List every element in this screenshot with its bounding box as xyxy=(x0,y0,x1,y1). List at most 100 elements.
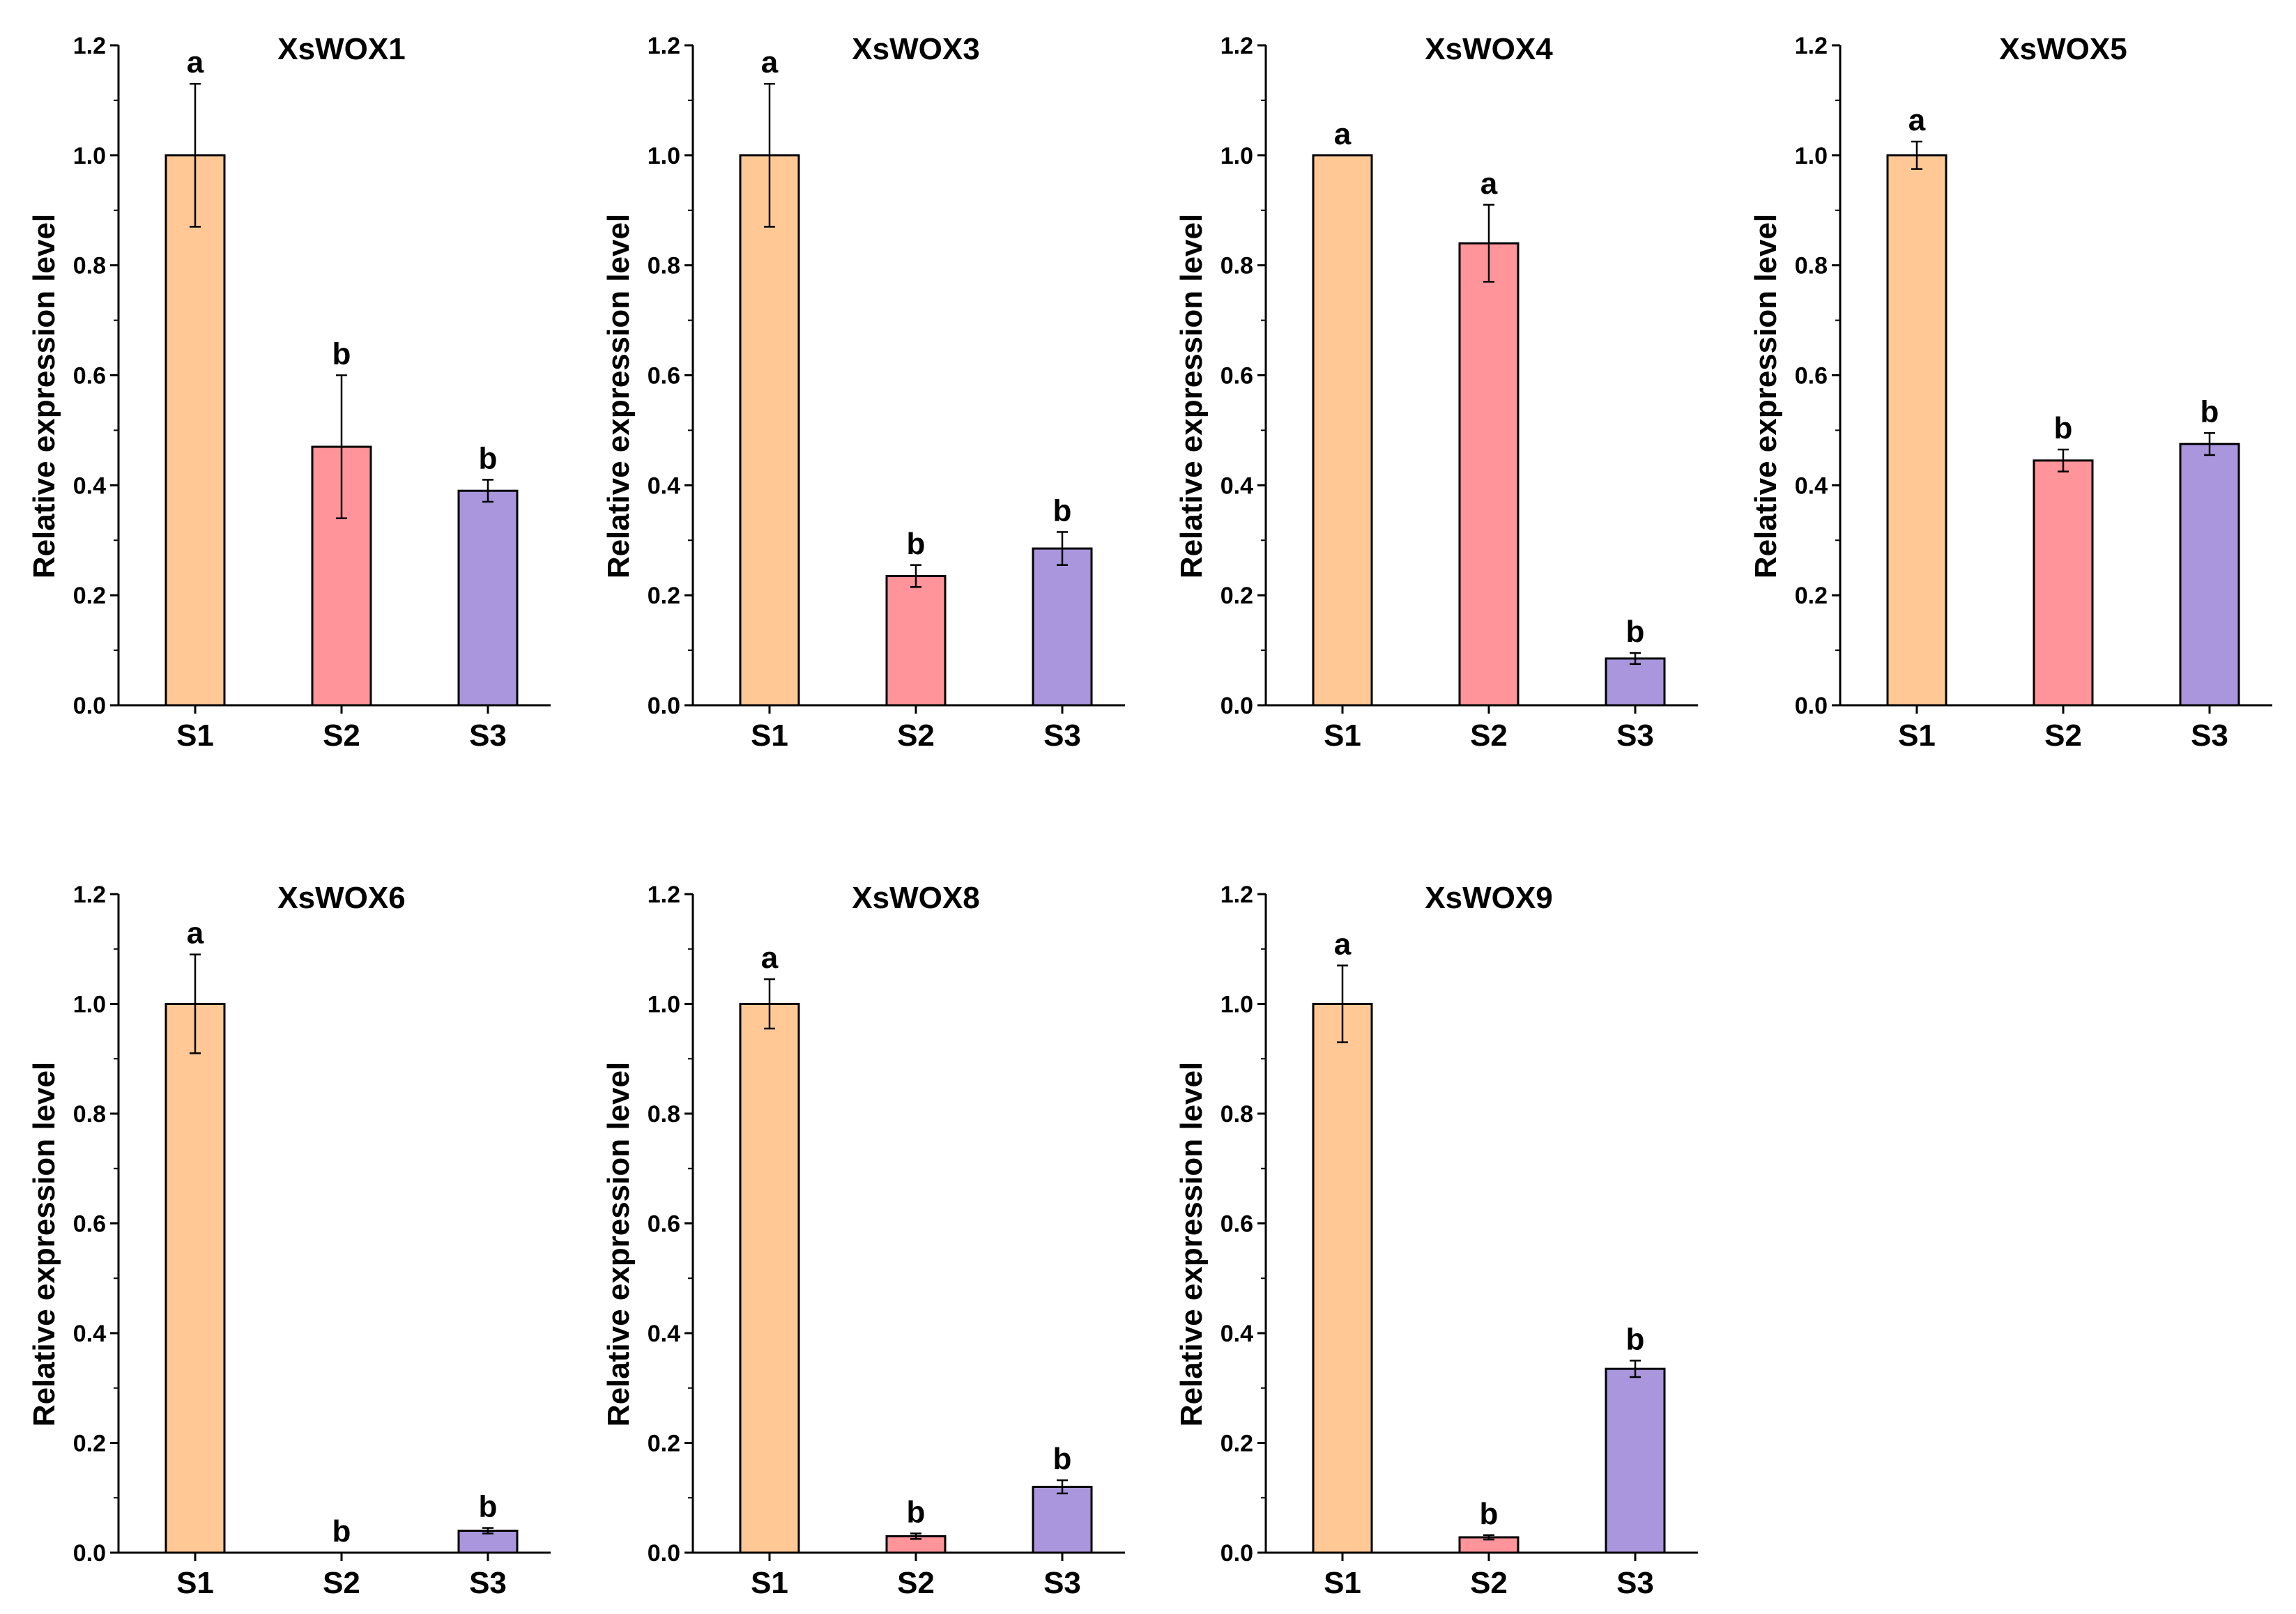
y-tick-label: 0.8 xyxy=(73,1101,106,1128)
bar-s3 xyxy=(1605,1367,1666,1554)
y-tick-label: 0.8 xyxy=(1220,253,1253,279)
significance-letter: a xyxy=(1908,103,1926,137)
significance-letter: a xyxy=(761,45,779,79)
x-tick-label: S3 xyxy=(469,718,507,753)
chart-title: XsWOX3 xyxy=(852,32,979,66)
chart-title: XsWOX6 xyxy=(277,881,405,915)
y-tick-label: 0.0 xyxy=(73,693,106,719)
chart-panel-xswox5: 0.0 0.2 0.4 0.6 0.8 1.0 1.2 Relative expression… xyxy=(1749,32,2272,753)
y-tick-label: 1.2 xyxy=(648,33,680,59)
significance-letter: a xyxy=(1334,117,1352,151)
y-axis-label: Relative expression level xyxy=(602,214,636,578)
y-tick-label: 1.2 xyxy=(1795,33,1828,59)
y-tick-label: 0.4 xyxy=(648,472,680,499)
bar-s1 xyxy=(164,1003,226,1554)
bar-s3 xyxy=(1032,1486,1093,1554)
y-tick-label: 0.6 xyxy=(648,363,680,390)
y-tick-label: 1.0 xyxy=(1220,992,1253,1018)
x-tick-label: S2 xyxy=(323,1566,360,1600)
significance-letter: a xyxy=(761,941,779,975)
y-axis-label: Relative expression level xyxy=(1174,214,1209,578)
y-tick-label: 1.0 xyxy=(73,143,106,169)
y-tick-label: 1.0 xyxy=(1220,143,1253,169)
y-tick-label: 1.2 xyxy=(73,882,106,908)
x-tick-label: S1 xyxy=(1324,718,1361,753)
significance-letter: a xyxy=(187,45,204,79)
significance-letter: b xyxy=(332,337,351,371)
x-tick-label: S3 xyxy=(1616,718,1654,753)
significance-letter: b xyxy=(332,1514,351,1548)
chart-panel-xswox4: 0.0 0.2 0.4 0.6 0.8 1.0 1.2 Relative expression… xyxy=(1174,32,1698,753)
x-tick-label: S2 xyxy=(2044,718,2082,753)
chart-panel-xswox1: 0.0 0.2 0.4 0.6 0.8 1.0 1.2 Relative expression… xyxy=(27,32,551,753)
y-axis-label: Relative expression level xyxy=(27,1062,61,1427)
x-tick-label: S1 xyxy=(751,1566,788,1600)
x-tick-label: S1 xyxy=(1898,718,1936,753)
y-tick-label: 0.2 xyxy=(1220,583,1253,609)
y-tick-label: 0.6 xyxy=(73,1211,106,1238)
significance-letter: b xyxy=(1480,1497,1499,1531)
chart-panel-xswox6: 0.0 0.2 0.4 0.6 0.8 1.0 1.2 Relative expression… xyxy=(27,881,551,1600)
chart-title: XsWOX5 xyxy=(1999,32,2127,66)
significance-letter: a xyxy=(187,916,204,951)
significance-letter: b xyxy=(1626,1322,1645,1356)
bar-s3 xyxy=(457,1530,519,1554)
chart-panel-xswox3: 0.0 0.2 0.4 0.6 0.8 1.0 1.2 Relative expression… xyxy=(602,32,1125,753)
significance-letter: b xyxy=(479,1490,498,1524)
y-tick-label: 0.0 xyxy=(73,1540,106,1567)
bar-s3 xyxy=(2179,443,2240,707)
significance-letter: b xyxy=(1626,615,1645,649)
y-tick-label: 0.8 xyxy=(73,253,106,279)
y-tick-label: 0.2 xyxy=(1220,1431,1253,1457)
y-axis-label: Relative expression level xyxy=(1174,1062,1209,1427)
x-tick-label: S2 xyxy=(323,718,360,753)
x-tick-label: S1 xyxy=(176,718,214,753)
y-tick-label: 1.0 xyxy=(1795,143,1828,169)
y-tick-label: 0.6 xyxy=(1795,363,1828,390)
bar-s3 xyxy=(1605,657,1666,707)
significance-letter: b xyxy=(1053,1442,1072,1476)
bar-s2 xyxy=(885,575,947,707)
chart-title: XsWOX4 xyxy=(1425,32,1553,66)
bar-s1 xyxy=(739,154,800,707)
bar-s2 xyxy=(1458,242,1520,707)
y-tick-label: 0.6 xyxy=(648,1211,680,1238)
significance-letter: a xyxy=(1480,167,1498,201)
y-tick-label: 0.8 xyxy=(1220,1101,1253,1128)
y-tick-label: 0.2 xyxy=(73,1431,106,1457)
y-tick-label: 1.2 xyxy=(1220,33,1253,59)
chart-title: XsWOX9 xyxy=(1425,881,1552,915)
y-tick-label: 0.0 xyxy=(1220,693,1253,719)
bar-s3 xyxy=(1032,547,1093,707)
bar-s1 xyxy=(1886,154,1947,707)
y-tick-label: 0.4 xyxy=(73,1321,106,1347)
x-tick-label: S1 xyxy=(176,1566,214,1600)
y-tick-label: 0.2 xyxy=(648,583,680,609)
x-tick-label: S3 xyxy=(2191,718,2228,753)
y-tick-label: 1.0 xyxy=(648,143,680,169)
y-tick-label: 0.6 xyxy=(1220,363,1253,390)
chart-title: XsWOX1 xyxy=(277,32,405,66)
x-tick-label: S3 xyxy=(1616,1566,1654,1600)
x-tick-label: S3 xyxy=(1043,1566,1081,1600)
x-tick-label: S3 xyxy=(1043,718,1081,753)
y-tick-label: 0.0 xyxy=(1795,693,1828,719)
significance-letter: a xyxy=(1334,927,1352,961)
x-tick-label: S2 xyxy=(897,1566,935,1600)
chart-panel-xswox9: 0.0 0.2 0.4 0.6 0.8 1.0 1.2 Relative expression… xyxy=(1174,881,1698,1600)
bar-s3 xyxy=(457,489,519,707)
y-tick-label: 0.4 xyxy=(1220,1321,1253,1347)
y-tick-label: 0.0 xyxy=(648,693,680,719)
x-tick-label: S1 xyxy=(751,718,788,753)
bar-s1 xyxy=(164,154,226,707)
y-axis-label: Relative expression level xyxy=(27,214,61,578)
y-tick-label: 1.2 xyxy=(73,33,106,59)
y-tick-label: 0.8 xyxy=(648,1101,680,1128)
y-tick-label: 1.2 xyxy=(1220,882,1253,908)
significance-letter: b xyxy=(2201,394,2219,429)
x-tick-label: S3 xyxy=(469,1566,507,1600)
y-axis-label: Relative expression level xyxy=(1749,214,1783,578)
x-tick-label: S2 xyxy=(1470,718,1508,753)
y-tick-label: 0.4 xyxy=(1795,472,1828,499)
